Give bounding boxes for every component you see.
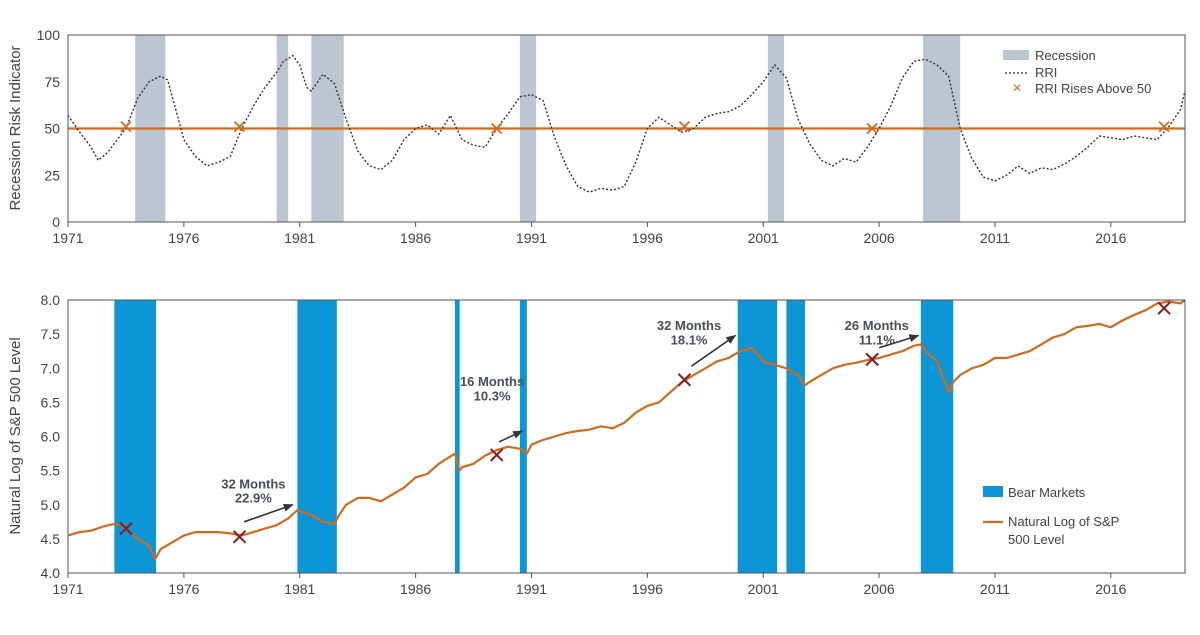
annotation-months: 32 Months bbox=[221, 476, 285, 491]
annotation-arrow bbox=[878, 334, 920, 349]
legend-bear-label: Bear Markets bbox=[1008, 485, 1086, 500]
rri-x-tick-label: 1976 bbox=[168, 230, 199, 246]
rri-rise-marker bbox=[491, 122, 503, 135]
sp500-x-tick-label: 2006 bbox=[864, 581, 895, 597]
sp500-y-tick-label: 6.5 bbox=[41, 394, 61, 410]
sp500-x-tick-label: 1986 bbox=[400, 581, 431, 597]
legend-sp-label-1: Natural Log of S&P bbox=[1008, 514, 1119, 529]
sp500-y-tick-label: 4.5 bbox=[41, 531, 61, 547]
rri-x-tick-label: 1981 bbox=[284, 230, 315, 246]
bear-market-band bbox=[455, 300, 460, 573]
sp500-marker bbox=[865, 352, 879, 367]
rri-plot-frame bbox=[67, 34, 1186, 223]
rri-x-tick-label: 2006 bbox=[864, 230, 895, 246]
sp500-marker bbox=[232, 530, 247, 544]
legend-sp-label-2: 500 Level bbox=[1008, 532, 1064, 547]
rri-rise-marker bbox=[120, 120, 132, 133]
sp500-plot-frame bbox=[67, 299, 1186, 574]
legend-rri-label: RRI bbox=[1035, 65, 1057, 80]
bear-market-band bbox=[786, 300, 805, 573]
rri-rise-markers bbox=[120, 120, 1170, 135]
sp500-x-tick-label: 1971 bbox=[52, 581, 83, 597]
annotation-months: 26 Months bbox=[845, 318, 909, 333]
annotation-percent: 22.9% bbox=[235, 491, 272, 506]
legend-recession-swatch bbox=[1003, 50, 1029, 60]
legend-rises-label: RRI Rises Above 50 bbox=[1035, 81, 1151, 96]
rri-x-tick-label: 1996 bbox=[632, 230, 663, 246]
sp500-y-tick-label: 6.0 bbox=[41, 429, 61, 445]
rri-y-tick-label: 25 bbox=[44, 167, 60, 183]
rri-y-axis-label: Recession Risk Indicator bbox=[7, 45, 24, 210]
sp500-x-tick-label: 2011 bbox=[980, 581, 1010, 597]
sp500-x-tick-label: 2016 bbox=[1095, 581, 1126, 597]
rri-x-tick-label: 2001 bbox=[748, 230, 779, 246]
annotation-percent: 10.3% bbox=[474, 388, 511, 403]
sp500-marker bbox=[119, 521, 133, 536]
sp500-x-tick-label: 1996 bbox=[632, 581, 663, 597]
rri-y-tick-label: 0 bbox=[52, 214, 60, 230]
rri-rise-marker bbox=[678, 120, 691, 133]
sp500-y-axis-label: Natural Log of S&P 500 Level bbox=[7, 337, 24, 534]
sp500-y-tick-label: 4.0 bbox=[41, 565, 61, 581]
bear-market-band bbox=[114, 300, 157, 573]
sp500-markers bbox=[119, 301, 1171, 544]
sp500-x-tick-label: 1976 bbox=[168, 581, 199, 597]
rri-rise-marker bbox=[233, 120, 246, 133]
legend-rises-marker: × bbox=[1012, 80, 1021, 97]
sp500-y-tick-label: 8.0 bbox=[41, 292, 61, 308]
annotation-arrow bbox=[498, 430, 524, 443]
rri-rise-marker bbox=[1158, 120, 1170, 133]
sp500-line bbox=[67, 299, 1186, 561]
rri-x-tick-label: 1971 bbox=[52, 230, 83, 246]
sp500-y-tick-label: 5.5 bbox=[41, 463, 61, 479]
bear-market-band bbox=[920, 300, 954, 573]
annotation-percent: 11.1% bbox=[859, 332, 896, 347]
rri-x-tick-label: 1991 bbox=[516, 230, 547, 246]
sp500-y-tick-label: 5.0 bbox=[41, 497, 61, 513]
legend-recession-label: Recession bbox=[1035, 48, 1096, 63]
sp500-x-tick-label: 1981 bbox=[284, 581, 315, 597]
rri-rise-marker bbox=[866, 122, 878, 135]
bear-market-band bbox=[297, 300, 337, 573]
rri-line bbox=[67, 54, 1186, 193]
rri-y-tick-label: 100 bbox=[37, 27, 61, 43]
rri-legend: Recession RRI × RRI Rises Above 50 bbox=[1003, 48, 1151, 97]
bear-market-bands bbox=[114, 300, 954, 573]
rri-x-tick-label: 1986 bbox=[400, 230, 431, 246]
rri-y-tick-label: 75 bbox=[44, 74, 60, 90]
sp500-marker bbox=[490, 448, 504, 462]
rri-x-tick-label: 2011 bbox=[980, 230, 1010, 246]
annotation-months: 16 Months bbox=[460, 374, 524, 389]
annotation-months: 32 Months bbox=[657, 318, 721, 333]
rri-chart: 0 25 50 75 100 1971 1976 1981 1986 1991 1996 2001 2… bbox=[7, 27, 1186, 246]
annotation-arrow bbox=[243, 503, 294, 523]
sp500-x-tick-label: 2001 bbox=[748, 581, 779, 597]
sp500-y-tick-label: 7.0 bbox=[41, 360, 61, 376]
sp500-marker bbox=[677, 373, 692, 387]
rri-y-tick-label: 50 bbox=[44, 121, 60, 137]
annotation-percent: 18.1% bbox=[671, 332, 708, 347]
bear-market-band bbox=[737, 300, 778, 573]
sp500-y-tick-label: 7.5 bbox=[41, 326, 61, 342]
annotation-arrow bbox=[690, 334, 737, 367]
legend-bear-swatch bbox=[983, 486, 1003, 497]
sp500-legend: Bear Markets Natural Log of S&P 500 Leve… bbox=[983, 485, 1119, 547]
sp500-x-tick-label: 1991 bbox=[516, 581, 547, 597]
bear-market-band bbox=[519, 300, 527, 573]
rri-x-tick-label: 2016 bbox=[1095, 230, 1126, 246]
sp500-marker bbox=[1157, 301, 1171, 315]
